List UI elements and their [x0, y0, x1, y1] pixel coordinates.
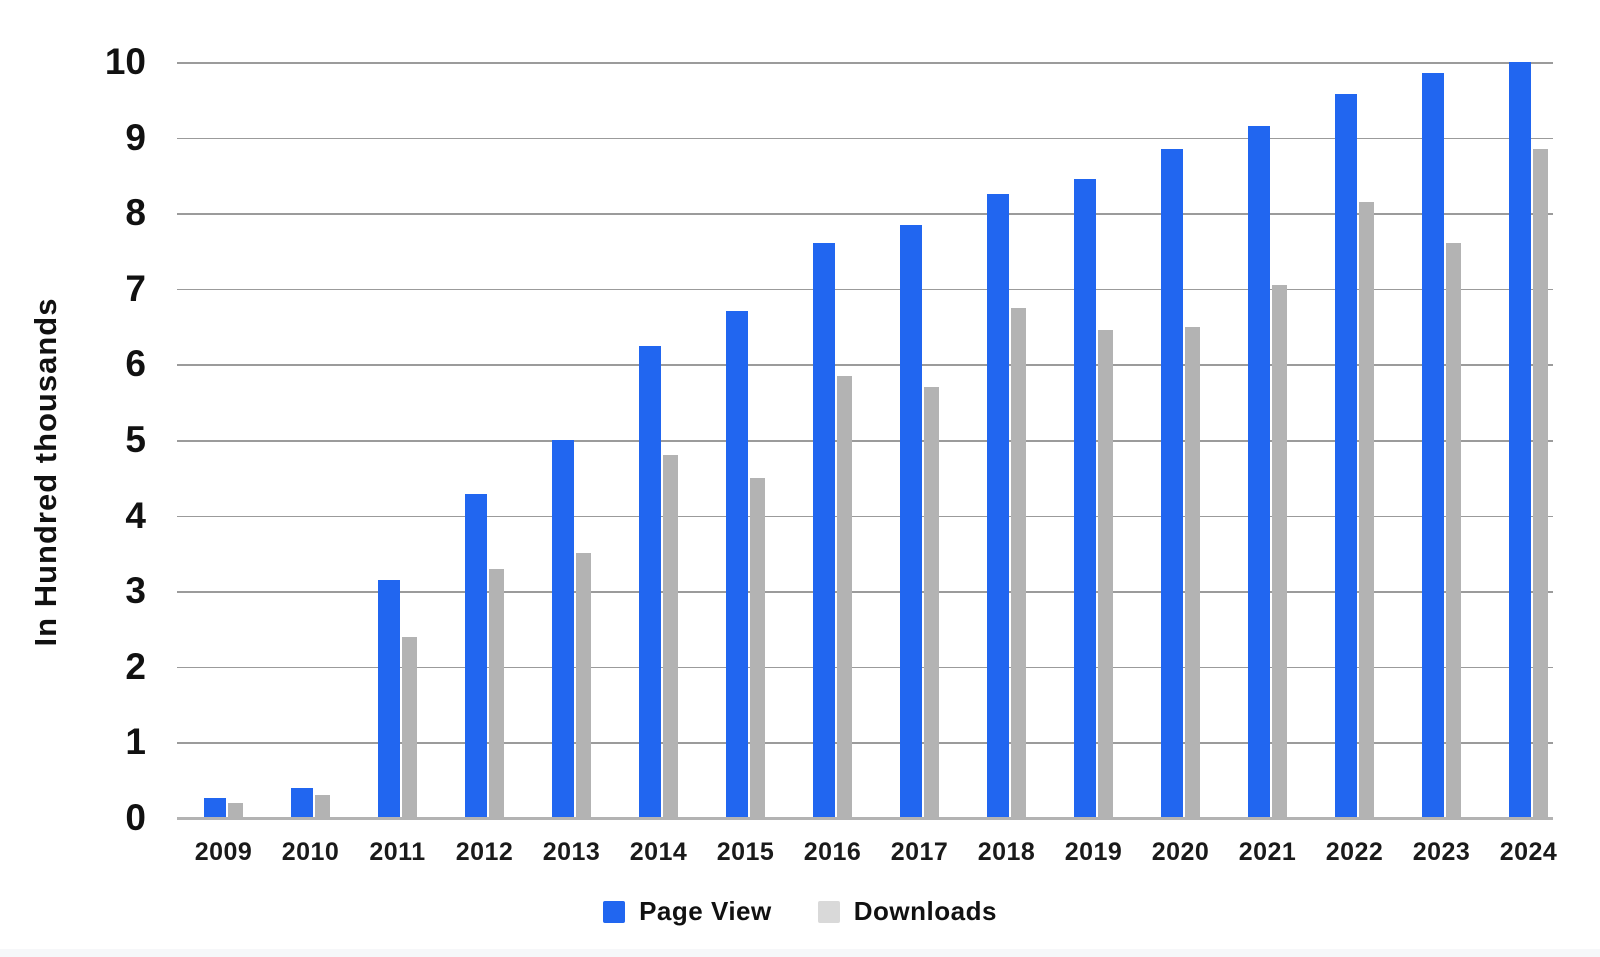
legend: Page View Downloads — [0, 896, 1600, 927]
bar-2023-page-view — [1422, 73, 1444, 818]
legend-item-page-view: Page View — [603, 896, 772, 927]
gridline-6 — [177, 364, 1553, 366]
x-tick-label-2011: 2011 — [369, 838, 426, 866]
bar-group-2023 — [1422, 73, 1461, 818]
bar-2017-page-view — [900, 224, 922, 818]
bar-2018-page-view — [987, 194, 1009, 818]
x-tick-label-2021: 2021 — [1238, 838, 1297, 866]
bar-2009-page-view — [204, 797, 226, 818]
bar-2020-downloads — [1185, 326, 1200, 818]
x-tick-label-2019: 2019 — [1064, 838, 1123, 866]
gridline-5 — [177, 440, 1553, 442]
bar-group-2016 — [813, 243, 852, 818]
y-tick-label-9: 9 — [125, 116, 146, 158]
x-tick-label-2013: 2013 — [542, 838, 601, 866]
bar-2019-downloads — [1098, 330, 1113, 818]
legend-label: Page View — [639, 896, 772, 926]
bar-2022-page-view — [1335, 93, 1357, 818]
bar-2012-page-view — [465, 494, 487, 818]
bar-group-2010 — [291, 787, 330, 818]
bar-2022-downloads — [1359, 201, 1374, 818]
bar-group-2009 — [204, 797, 243, 818]
bar-2015-downloads — [750, 477, 765, 818]
x-axis: 2009 2010 2011 2012 2013 2014 2015 2016 2017 2018… — [177, 838, 1557, 872]
bar-2024-downloads — [1533, 148, 1548, 818]
x-tick-label-2012: 2012 — [455, 838, 514, 866]
y-tick-label-5: 5 — [125, 419, 146, 460]
bar-2013-downloads — [576, 553, 591, 818]
x-tick-label-2010: 2010 — [281, 838, 340, 866]
bar-2009-downloads — [228, 802, 243, 818]
bar-group-2022 — [1335, 93, 1374, 818]
bar-2016-page-view — [813, 243, 835, 818]
y-tick-label-4: 4 — [125, 494, 146, 536]
legend-swatch-icon — [603, 900, 626, 923]
x-tick-label-2018: 2018 — [977, 838, 1036, 866]
x-axis-line — [177, 816, 1553, 820]
legend-item-downloads: Downloads — [817, 896, 997, 927]
x-tick-label-2023: 2023 — [1412, 838, 1471, 866]
y-tick-label-6: 6 — [125, 343, 146, 385]
bar-group-2015 — [726, 311, 765, 818]
bar-2014-downloads — [663, 455, 678, 818]
bar-2014-page-view — [639, 345, 661, 818]
gridline-8 — [177, 213, 1553, 215]
bar-2019-page-view — [1074, 179, 1096, 818]
gridline-4 — [177, 515, 1553, 518]
y-tick-label-2: 2 — [125, 645, 146, 687]
y-tick-label-1: 1 — [125, 721, 146, 763]
bar-group-2019 — [1074, 179, 1113, 818]
bar-2011-downloads — [402, 636, 417, 818]
gridline-7 — [177, 288, 1553, 291]
bar-2021-page-view — [1248, 126, 1270, 818]
bar-2015-page-view — [726, 311, 748, 818]
bar-2011-page-view — [378, 579, 400, 818]
x-tick-label-2024: 2024 — [1499, 838, 1558, 866]
x-tick-label-2015: 2015 — [716, 838, 775, 866]
bar-group-2018 — [987, 194, 1026, 818]
legend-label: Downloads — [853, 896, 997, 926]
gridline-3 — [177, 591, 1553, 593]
bar-group-2024 — [1509, 62, 1548, 818]
plot-area — [177, 62, 1553, 820]
bar-2016-downloads — [837, 375, 852, 818]
bar-2023-downloads — [1446, 243, 1461, 818]
x-tick-label-2014: 2014 — [629, 838, 688, 866]
bar-2020-page-view — [1161, 148, 1183, 818]
legend-swatch-icon — [817, 900, 840, 923]
bar-group-2014 — [639, 345, 678, 818]
y-axis: 0 1 2 3 4 5 6 7 8 9 10 — [0, 43, 146, 837]
x-tick-label-2017: 2017 — [890, 838, 949, 866]
bar-2013-page-view — [552, 440, 574, 818]
x-tick-label-2022: 2022 — [1325, 838, 1384, 866]
bar-2017-downloads — [924, 387, 939, 818]
gridline-1 — [177, 742, 1553, 744]
bar-group-2021 — [1248, 126, 1287, 818]
y-tick-label-3: 3 — [125, 570, 146, 612]
bottom-strip — [0, 949, 1600, 957]
bar-2010-downloads — [315, 795, 330, 818]
y-tick-label-7: 7 — [125, 267, 146, 309]
y-tick-label-10: 10 — [104, 41, 146, 82]
gridline-9 — [177, 137, 1553, 140]
bar-2024-page-view — [1509, 62, 1531, 818]
bar-group-2011 — [378, 579, 417, 818]
bar-group-2020 — [1161, 148, 1200, 818]
bar-group-2013 — [552, 440, 591, 818]
bar-group-2017 — [900, 224, 939, 818]
x-tick-label-2009: 2009 — [194, 838, 253, 866]
bar-2018-downloads — [1011, 307, 1026, 818]
gridline-10 — [177, 62, 1553, 64]
bar-group-2012 — [465, 494, 504, 818]
x-tick-label-2016: 2016 — [803, 838, 862, 866]
y-tick-label-0: 0 — [125, 797, 146, 838]
bar-2010-page-view — [291, 787, 313, 818]
bar-2012-downloads — [489, 568, 504, 818]
gridline-2 — [177, 666, 1553, 669]
y-tick-label-8: 8 — [125, 192, 146, 234]
bar-2021-downloads — [1272, 285, 1287, 818]
x-tick-label-2020: 2020 — [1151, 838, 1210, 866]
